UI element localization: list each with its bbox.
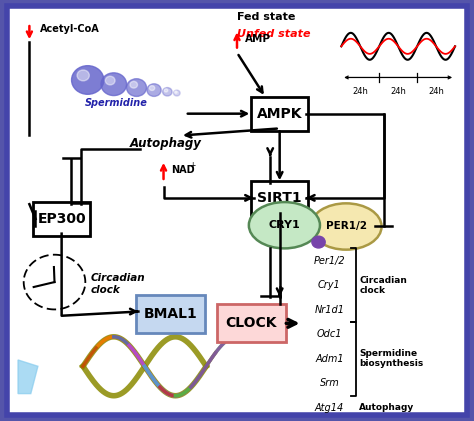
- Text: AMP: AMP: [245, 34, 271, 44]
- Text: 24h: 24h: [390, 87, 406, 96]
- Text: BMAL1: BMAL1: [144, 306, 198, 321]
- Circle shape: [164, 89, 168, 92]
- Circle shape: [127, 79, 146, 96]
- Text: SIRT1: SIRT1: [257, 191, 302, 205]
- FancyBboxPatch shape: [251, 181, 308, 215]
- Text: Autophagy: Autophagy: [130, 137, 202, 149]
- Circle shape: [312, 236, 325, 248]
- Text: 24h: 24h: [352, 87, 368, 96]
- Circle shape: [130, 81, 137, 88]
- Text: Spermidine: Spermidine: [85, 98, 147, 108]
- Circle shape: [173, 90, 180, 96]
- Text: Cry1: Cry1: [318, 280, 341, 290]
- FancyBboxPatch shape: [7, 6, 467, 415]
- Text: Adm1: Adm1: [315, 354, 344, 364]
- FancyBboxPatch shape: [136, 295, 205, 333]
- Text: Unfed state: Unfed state: [237, 29, 310, 39]
- Text: Circadian
clock: Circadian clock: [91, 273, 146, 295]
- Text: Nr1d1: Nr1d1: [314, 305, 345, 315]
- Text: EP300: EP300: [37, 212, 86, 226]
- Text: Fed state: Fed state: [237, 12, 295, 22]
- Circle shape: [174, 91, 177, 93]
- Text: Srm: Srm: [319, 378, 339, 388]
- Circle shape: [101, 73, 127, 96]
- Text: NAD: NAD: [172, 165, 195, 175]
- Text: Autophagy: Autophagy: [359, 403, 415, 412]
- Text: CRY1: CRY1: [269, 220, 300, 230]
- Text: CLOCK: CLOCK: [226, 316, 277, 330]
- Circle shape: [105, 76, 115, 85]
- Circle shape: [163, 88, 172, 96]
- FancyBboxPatch shape: [33, 202, 90, 236]
- Text: Per1/2: Per1/2: [314, 256, 345, 266]
- Text: AMPK: AMPK: [257, 107, 302, 121]
- Text: Circadian
clock: Circadian clock: [359, 276, 407, 295]
- Text: Acetyl-CoA: Acetyl-CoA: [40, 24, 100, 35]
- Circle shape: [149, 86, 155, 91]
- Ellipse shape: [310, 203, 382, 250]
- FancyBboxPatch shape: [217, 304, 285, 342]
- Ellipse shape: [249, 202, 320, 248]
- FancyBboxPatch shape: [251, 97, 308, 131]
- Circle shape: [147, 84, 161, 96]
- Text: Spermidine
biosynthesis: Spermidine biosynthesis: [359, 349, 424, 368]
- Circle shape: [72, 66, 104, 94]
- Text: 24h: 24h: [428, 87, 444, 96]
- Text: +: +: [190, 161, 196, 170]
- Text: Atg14: Atg14: [315, 402, 344, 413]
- Text: PER1/2: PER1/2: [326, 221, 366, 232]
- Text: Odc1: Odc1: [317, 329, 342, 339]
- Polygon shape: [18, 360, 38, 394]
- Circle shape: [77, 70, 89, 81]
